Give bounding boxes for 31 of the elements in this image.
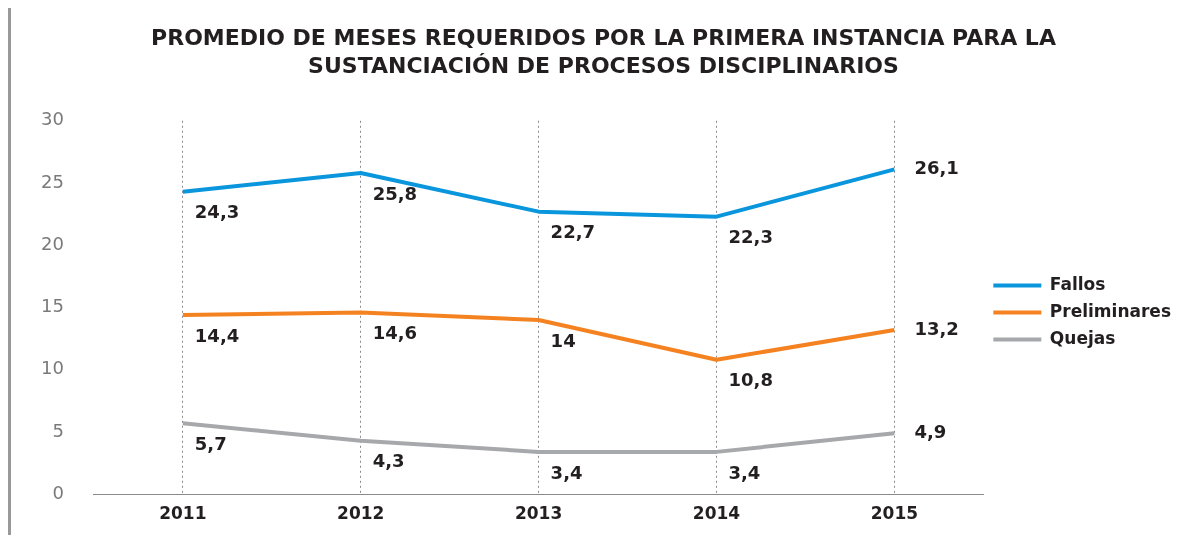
legend-label: Preliminares <box>1049 300 1172 321</box>
data-label: 4,3 <box>372 450 405 472</box>
x-tick-label: 2012 <box>337 502 385 523</box>
y-tick-label: 0 <box>52 481 64 503</box>
data-label: 3,4 <box>550 461 583 483</box>
y-tick-label: 30 <box>41 108 64 130</box>
data-label: 5,7 <box>194 432 227 454</box>
x-tick-label: 2015 <box>870 502 919 523</box>
x-tick-label: 2014 <box>692 502 741 523</box>
y-tick-label: 20 <box>41 232 64 254</box>
y-tick-label: 25 <box>41 170 64 192</box>
data-label: 14 <box>550 329 576 351</box>
data-label: 3,4 <box>728 461 761 483</box>
data-label: 14,4 <box>194 324 240 346</box>
chart-title: PROMEDIO DE MESES REQUERIDOS POR LA PRIMERA INSTANCIA PARA LA SUSTANCIACIÓN DE PROCESOS DISCIPLINARIOS <box>150 24 1057 80</box>
data-label: 24,3 <box>194 201 240 223</box>
data-label: 22,3 <box>728 226 773 248</box>
x-tick-label: 2011 <box>159 502 207 523</box>
data-label: 10,8 <box>728 369 773 391</box>
data-label: 25,8 <box>372 182 418 204</box>
data-label: 14,6 <box>372 322 418 344</box>
y-tick-label: 15 <box>41 295 64 317</box>
legend-label: Quejas <box>1049 327 1116 348</box>
x-tick-label: 2013 <box>514 502 563 523</box>
y-tick-label: 10 <box>41 357 64 379</box>
legend-label: Fallos <box>1049 273 1106 294</box>
data-label: 22,7 <box>550 221 596 243</box>
data-label: 26,1 <box>914 157 959 179</box>
data-label: 13,2 <box>914 317 959 339</box>
data-label: 4,9 <box>914 420 947 442</box>
y-tick-label: 5 <box>52 419 64 441</box>
